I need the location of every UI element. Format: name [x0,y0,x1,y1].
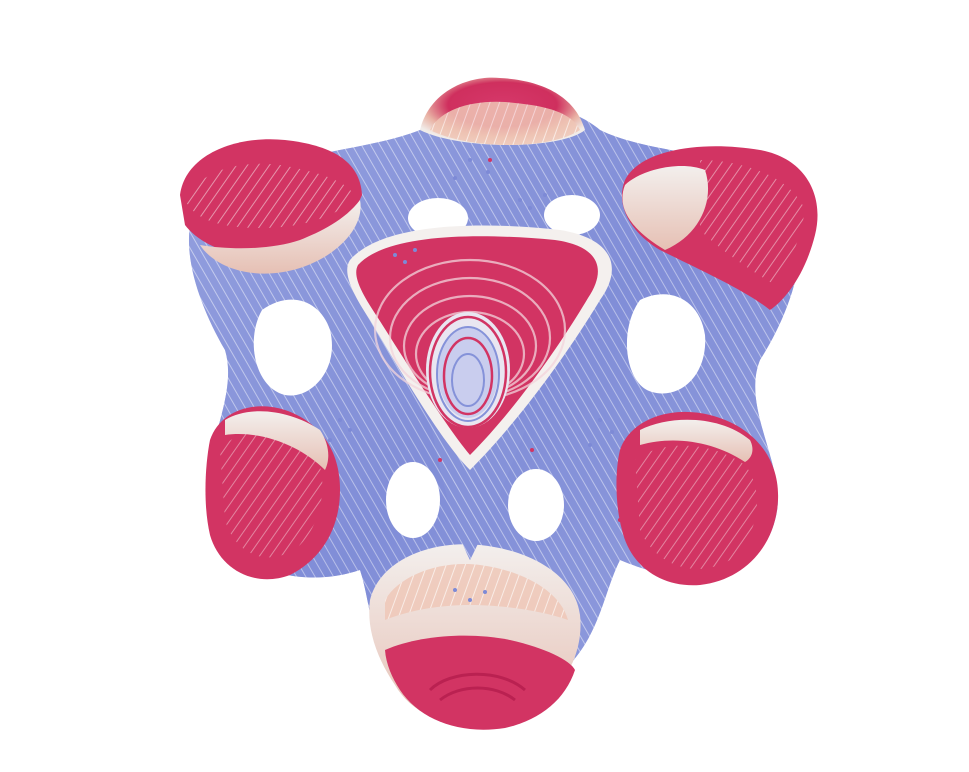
lobe-upper-left [180,139,362,274]
lobe-lower-left [205,406,340,580]
lobe-top [420,77,585,145]
point-cloud-dots [328,158,614,602]
lobe-front-center [347,225,612,560]
lobe-bottom [369,544,581,730]
lobe-upper-right [621,146,818,310]
lobe-lower-right [616,411,779,586]
surface-holes [253,195,706,541]
